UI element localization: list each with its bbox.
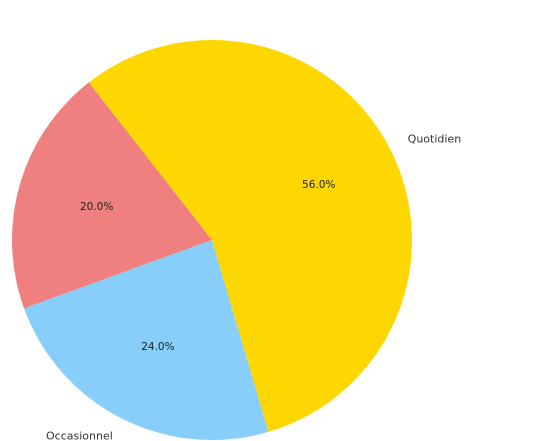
slice-label-occasionnel: Occasionnel [46, 429, 113, 441]
pie-slice-occasionnel [24, 240, 269, 440]
pie-slice-quotidien [88, 39, 413, 432]
labels-layer: 20.0% Toutes les heures 24.0% Occasionnel 56… [0, 132, 461, 441]
slice-label-toutes-les-heures: Toutes les heures [0, 172, 1, 185]
pct-label-occasionnel: 24.0% [141, 341, 174, 353]
slice-label-quotidien: Quotidien [408, 132, 462, 145]
pie-slice-toutes-les-heures [12, 82, 212, 309]
pct-label-quotidien: 56.0% [302, 179, 335, 191]
pct-label-toutes-les-heures: 20.0% [80, 201, 113, 213]
slices-layer [12, 39, 413, 440]
